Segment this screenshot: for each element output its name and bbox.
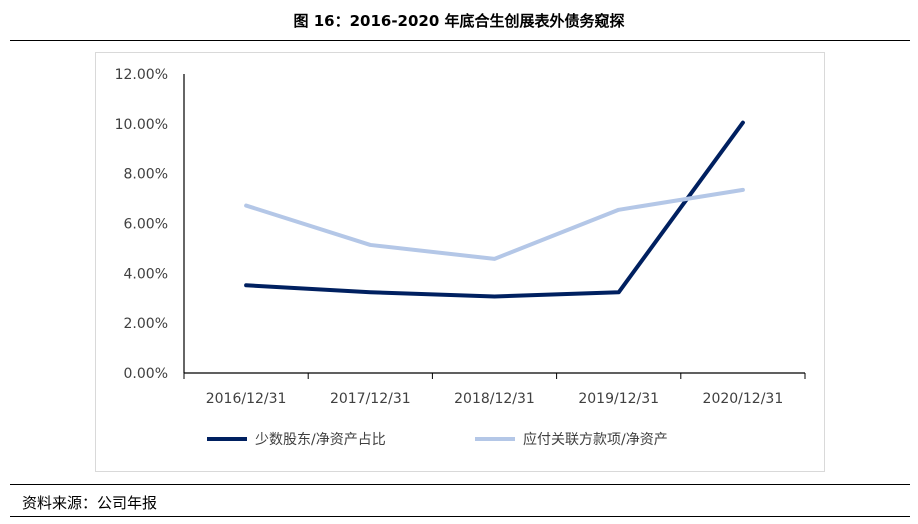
source-rule-top <box>10 484 910 485</box>
legend-label-1: 少数股东/净资产占比 <box>255 432 386 448</box>
x-tick-label: 2017/12/31 <box>330 391 411 407</box>
figure-title: 图 16：2016-2020 年底合生创展表外债务窥探 <box>293 12 625 30</box>
source-rule-bottom <box>10 516 910 517</box>
y-tick-label: 0.00% <box>124 366 168 382</box>
x-tick-label: 2019/12/31 <box>578 391 659 407</box>
source-note: 资料来源：公司年报 <box>22 494 158 512</box>
legend-label-2: 应付关联方款项/净资产 <box>523 431 668 448</box>
series-line-1 <box>244 120 745 299</box>
x-tick-label: 2020/12/31 <box>703 391 784 407</box>
y-tick-label: 6.00% <box>124 217 168 233</box>
title-rule <box>10 40 910 41</box>
x-tick-label: 2016/12/31 <box>206 391 287 407</box>
y-tick-label: 10.00% <box>115 117 168 133</box>
y-tick-label: 8.00% <box>124 167 168 183</box>
y-tick-label: 4.00% <box>124 266 168 282</box>
x-tick-label: 2018/12/31 <box>454 391 535 407</box>
chart-frame <box>95 52 825 472</box>
y-tick-label: 12.00% <box>115 67 168 83</box>
y-tick-label: 2.00% <box>124 316 168 332</box>
